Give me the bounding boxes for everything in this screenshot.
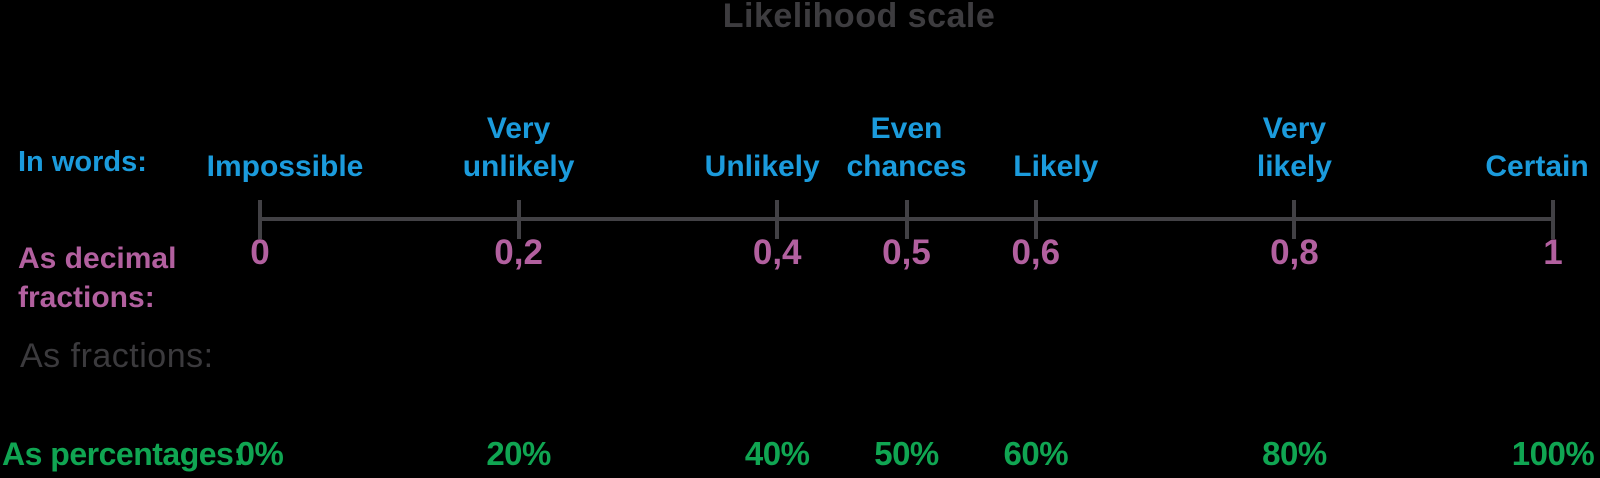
tick-mark: [1292, 200, 1297, 239]
word-label-line: likely: [1256, 150, 1332, 183]
tick-mark: [258, 200, 262, 239]
row-label-decimal-fractions-line1: As decimal: [18, 242, 177, 275]
tick-mark: [516, 200, 521, 239]
percent-label: 0%: [236, 435, 284, 472]
word-label-very-unlikely: Very unlikely: [399, 110, 639, 186]
word-label-line: Impossible: [206, 150, 364, 183]
decimal-label: 0,2: [494, 233, 543, 272]
word-label-line: Unlikely: [704, 150, 820, 183]
percent-label: 40%: [744, 435, 810, 472]
word-label-likely: Likely: [936, 148, 1176, 186]
percent-label: 60%: [1003, 435, 1069, 472]
decimal-label: 0,6: [1011, 233, 1061, 272]
row-label-in-words: In words:: [18, 146, 147, 178]
word-label-line: unlikely: [462, 150, 575, 183]
row-label-decimal-fractions: As decimal fractions:: [18, 239, 208, 317]
decimal-label: 0,8: [1270, 233, 1319, 272]
word-label-impossible: Impossible: [165, 148, 405, 186]
decimal-label: 1: [1543, 233, 1563, 272]
row-label-percentages: As percentages:: [2, 436, 244, 472]
decimal-label: 0,5: [882, 233, 931, 272]
word-label-very-likely: Very likely: [1174, 110, 1414, 186]
percent-label: 20%: [486, 435, 551, 472]
row-label-decimal-fractions-line2: fractions:: [18, 281, 155, 314]
tick-mark: [904, 200, 909, 239]
percent-label: 80%: [1262, 435, 1327, 472]
tick-mark: [775, 200, 780, 239]
tick-mark: [1551, 200, 1555, 239]
word-label-line: Certain: [1485, 150, 1589, 183]
decimal-label: 0,4: [752, 233, 802, 272]
word-label-even-chances: Even chances: [787, 110, 1027, 186]
decimal-label: 0: [250, 233, 270, 272]
tick-mark: [1033, 200, 1038, 239]
percent-label: 50%: [874, 435, 939, 472]
word-label-line: Very: [486, 112, 551, 145]
word-label-unlikely: Unlikely: [642, 148, 882, 186]
word-label-line: chances: [846, 150, 967, 183]
word-label-line: Likely: [1013, 150, 1099, 183]
diagram-title: Likelihood scale: [722, 0, 996, 35]
row-label-fractions: As fractions:: [20, 337, 214, 375]
word-label-line: Even: [870, 112, 943, 145]
percent-label: 100%: [1511, 435, 1595, 472]
word-label-line: Very: [1262, 112, 1327, 145]
word-label-certain: Certain: [1417, 148, 1600, 186]
